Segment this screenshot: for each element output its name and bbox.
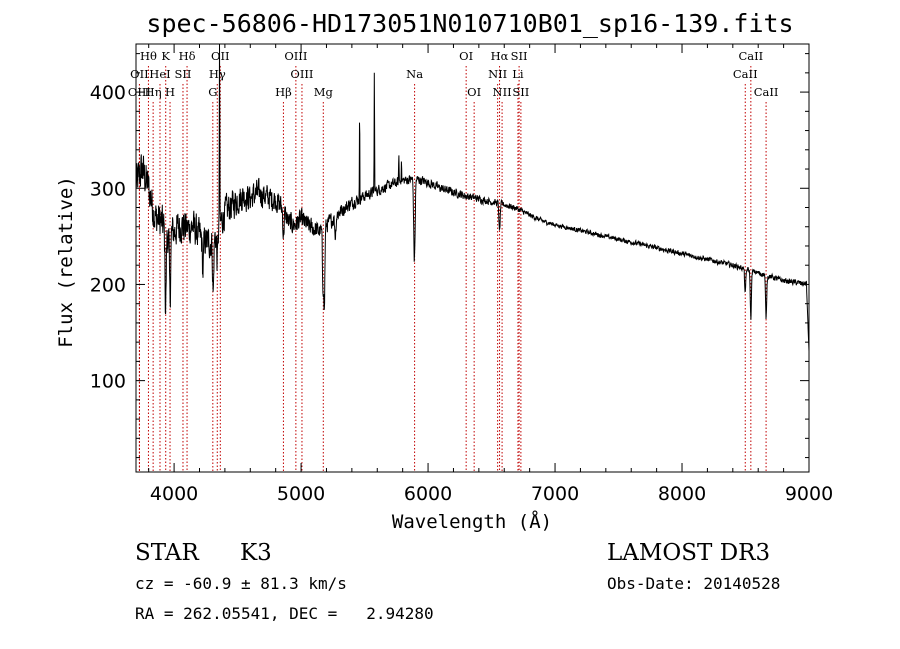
x-axis-ticks: 4000 5000 6000 7000 8000 9000 bbox=[148, 44, 833, 505]
object-class: STAR bbox=[135, 540, 199, 566]
x-tick-label: 8000 bbox=[658, 483, 706, 505]
line-marker-label: CaII bbox=[754, 85, 779, 99]
line-marker-label: Hγ bbox=[209, 67, 226, 81]
line-marker-label: CaII bbox=[738, 49, 763, 63]
x-tick-label: 7000 bbox=[531, 483, 579, 505]
object-subclass: K3 bbox=[240, 540, 272, 566]
y-axis-ticks: 100 200 300 400 bbox=[90, 53, 809, 459]
x-tick-label: 5000 bbox=[277, 483, 325, 505]
x-tick-label: 4000 bbox=[150, 483, 198, 505]
line-marker-label: OII bbox=[130, 67, 149, 81]
line-marker-label: OI bbox=[467, 85, 481, 99]
line-marker-label: NII bbox=[488, 67, 507, 81]
line-marker-label: Hα bbox=[491, 49, 509, 63]
line-marker-label: SII bbox=[174, 67, 191, 81]
x-tick-label: 9000 bbox=[785, 483, 833, 505]
spectrum-line bbox=[135, 43, 810, 352]
y-tick-label: 100 bbox=[90, 371, 126, 393]
line-markers bbox=[138, 66, 767, 472]
line-marker-label: Na bbox=[406, 67, 423, 81]
x-axis-label: Wavelength (Å) bbox=[392, 510, 552, 533]
line-marker-label: G bbox=[208, 85, 217, 99]
line-marker-label: H bbox=[165, 85, 175, 99]
line-marker-label: OIII bbox=[290, 67, 313, 81]
line-marker-label: OIII bbox=[284, 49, 307, 63]
y-tick-label: 300 bbox=[90, 178, 126, 200]
line-marker-label: Hη bbox=[145, 85, 162, 99]
y-tick-label: 200 bbox=[90, 274, 126, 296]
redshift-text: cz = -60.9 ± 81.3 km/s bbox=[135, 574, 347, 593]
line-marker-label: OI bbox=[459, 49, 473, 63]
coordinates: RA = 262.05541, DEC = 2.94280 bbox=[135, 604, 434, 623]
survey-name: LAMOST DR3 bbox=[607, 540, 770, 566]
line-marker-label: Mg bbox=[314, 85, 334, 99]
line-marker-label: SII bbox=[512, 85, 529, 99]
y-tick-label: 400 bbox=[90, 82, 126, 104]
line-marker-label: SII bbox=[511, 49, 528, 63]
line-marker-label: Hδ bbox=[179, 49, 196, 63]
line-marker-label: HeI bbox=[149, 67, 170, 81]
line-marker-label: NII bbox=[493, 85, 512, 99]
line-marker-label: CaII bbox=[733, 67, 758, 81]
line-marker-label: K bbox=[161, 49, 170, 63]
line-marker-label: Hθ bbox=[140, 49, 157, 63]
line-marker-label: Hβ bbox=[275, 85, 292, 99]
plot-frame bbox=[135, 43, 810, 473]
line-marker-label: Li bbox=[512, 67, 524, 81]
info-block: STAR K3 LAMOST DR3 cz = -60.9 ± 81.3 km/… bbox=[135, 540, 780, 623]
line-marker-label: OII bbox=[211, 49, 230, 63]
obs-date: Obs-Date: 20140528 bbox=[607, 574, 780, 593]
chart-title: spec-56806-HD173051N010710B01_sp16-139.f… bbox=[146, 9, 793, 38]
x-tick-label: 6000 bbox=[404, 483, 452, 505]
y-axis-label: Flux (relative) bbox=[55, 176, 77, 348]
